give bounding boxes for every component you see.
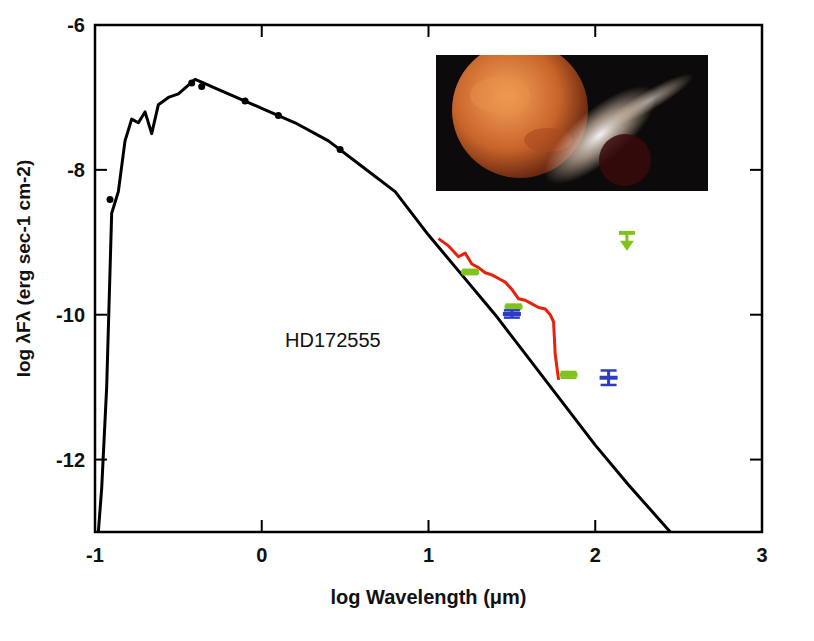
x-tick-label: -1	[86, 544, 104, 566]
x-tick-label: 1	[423, 544, 434, 566]
x-tick-label: 3	[756, 544, 767, 566]
data-point	[275, 112, 282, 119]
inset-image	[436, 55, 708, 191]
data-point	[242, 98, 249, 105]
x-tick	[428, 520, 430, 532]
data-point	[503, 310, 521, 317]
axes: -10123-6-8-10-12	[56, 14, 767, 566]
upper-limit	[619, 233, 635, 251]
x-tick	[261, 520, 263, 532]
y-tick	[750, 314, 762, 316]
data-point	[198, 83, 205, 90]
chart: -10123-6-8-10-12log Wavelength (μm)log λ…	[0, 0, 814, 641]
x-tick	[261, 25, 263, 37]
y-axis-title: log λFλ (erg sec-1 cm-2)	[13, 160, 34, 378]
x-tick-label: 2	[590, 544, 601, 566]
x-tick-label: 0	[256, 544, 267, 566]
data-point	[107, 196, 114, 203]
y-tick	[95, 459, 107, 461]
y-tick-label: -6	[67, 14, 85, 36]
data-point	[337, 146, 344, 153]
data-point	[600, 370, 618, 384]
y-tick	[750, 459, 762, 461]
y-tick-label: -8	[67, 159, 85, 181]
y-tick	[95, 169, 107, 171]
y-tick-label: -10	[56, 304, 85, 326]
data-point	[560, 372, 578, 378]
x-axis-title: log Wavelength (μm)	[331, 586, 527, 608]
annotation: HD172555	[285, 329, 381, 351]
series-line	[439, 239, 559, 380]
data-point	[461, 270, 479, 274]
data-point	[505, 305, 523, 309]
y-tick	[750, 169, 762, 171]
y-tick-label: -12	[56, 449, 85, 471]
y-tick	[95, 314, 107, 316]
data-point	[188, 79, 195, 86]
plot-frame	[95, 25, 762, 532]
x-tick	[594, 25, 596, 37]
x-tick	[594, 520, 596, 532]
x-tick	[428, 25, 430, 37]
